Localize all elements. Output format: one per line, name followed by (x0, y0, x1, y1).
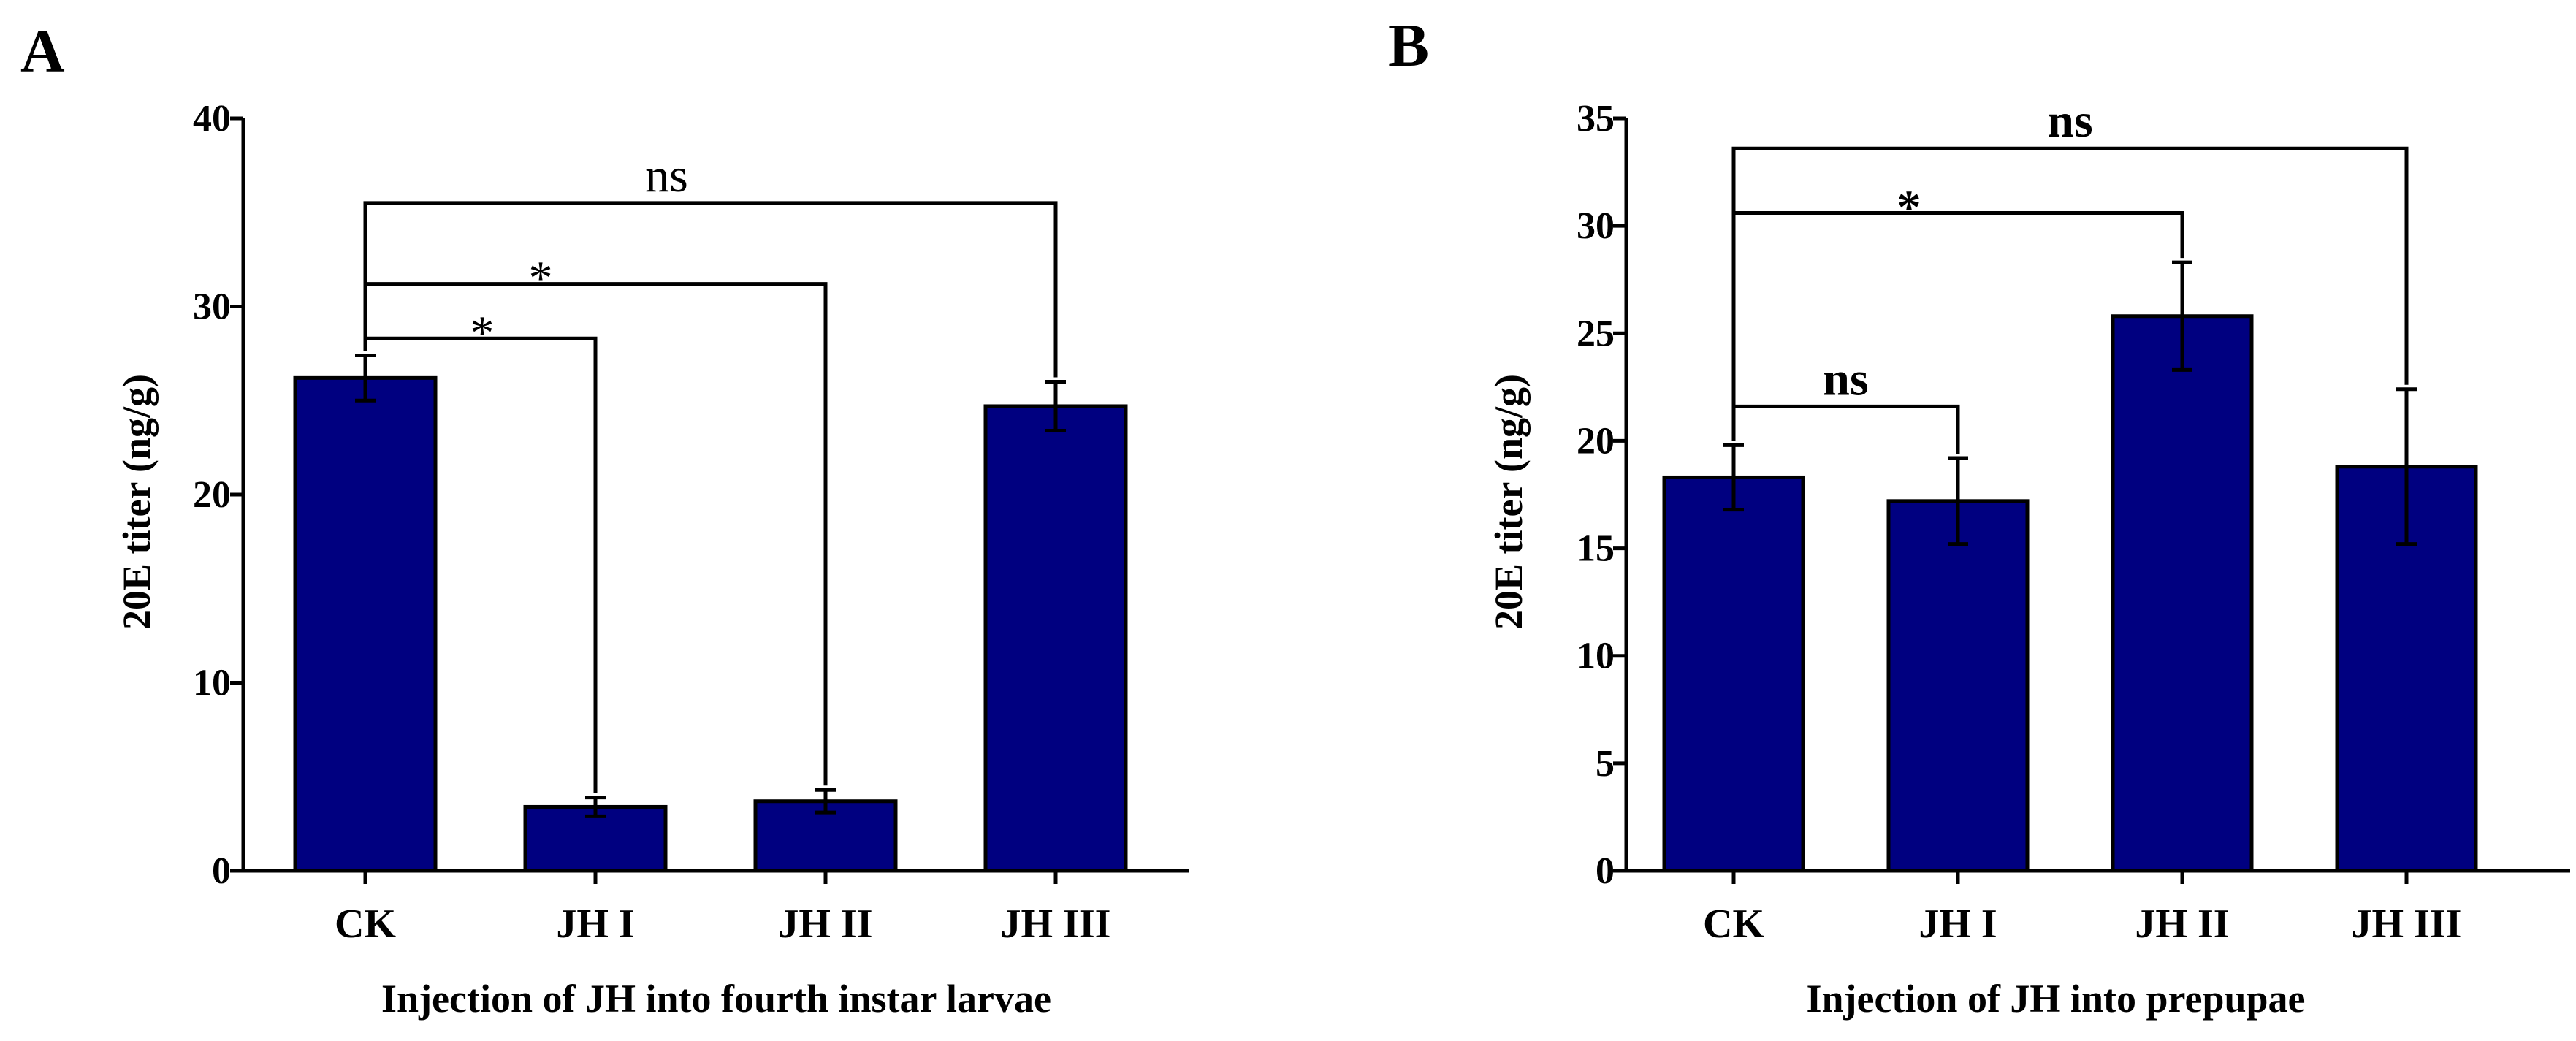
panel-b-y-tick-label: 25 (1577, 313, 1615, 354)
panel-b-significance-label: * (1897, 180, 1921, 234)
panel-b-y-tick-label: 30 (1577, 205, 1615, 247)
panel-b-bar-jh-ii (2111, 314, 2254, 873)
panel-b-y-tick-label: 5 (1596, 743, 1615, 785)
panel-a-significance-label: ns (645, 149, 688, 202)
panel-b-error-bar-jh-i (1948, 456, 1968, 546)
panel-a-bar-ck (293, 375, 438, 873)
panel-b-category-label: JH I (1918, 901, 1997, 947)
panel-a-significance-label: * (529, 252, 553, 305)
panel-b-significance-bracket (1731, 146, 2409, 441)
panel-a-category-label: JH I (556, 901, 634, 947)
panel-b-y-tick-label: 10 (1577, 636, 1615, 677)
panel-b-letter: B (1388, 12, 1429, 80)
panel-b-category-label: JH II (2135, 901, 2229, 947)
panel-b-significance-label: ns (2047, 94, 2092, 148)
panel-a-error-bar-ck (355, 353, 376, 403)
panel-b-y-tick-label: 35 (1577, 98, 1615, 140)
panel-a-y-tick-label: 40 (193, 98, 231, 140)
panel-b-bar-jh-i (1886, 499, 2030, 873)
panel-b-error-bar-jh-iii (2396, 387, 2417, 546)
panel-b-category-label: CK (1703, 901, 1764, 947)
panel-a-y-tick-label: 20 (193, 474, 231, 516)
panel-a: A 0 10 20 30 40 CK JH I JH II JH III Injection of… (20, 18, 1189, 1021)
panel-a-significance-label: * (470, 306, 495, 359)
panel-b-significance-label: ns (1823, 352, 1868, 405)
panel-b-error-bar-jh-ii (2172, 260, 2192, 372)
panel-a-error-bar-jh-iii (1045, 380, 1066, 432)
panel-b-significance-bracket (1731, 404, 1960, 454)
panel-b-error-bar-ck (1723, 443, 1744, 512)
panel-a-letter: A (20, 18, 65, 85)
panel-a-category-label: CK (335, 901, 396, 947)
panel-b-y-axis-title: 20E titer (ng/g) (1487, 374, 1531, 630)
panel-a-x-axis-title: Injection of JH into fourth instar larva… (381, 977, 1051, 1021)
panel-b-y-tick-label: 20 (1577, 420, 1615, 462)
panel-a-y-axis-title: 20E titer (ng/g) (115, 374, 159, 630)
panel-a-error-bar-jh-ii (815, 788, 836, 815)
panel-b-x-axis-title: Injection of JH into prepupae (1806, 977, 2305, 1021)
panel-a-y-tick-label: 10 (193, 663, 231, 704)
panel-b-bar-ck (1662, 475, 1805, 873)
panel-a-y-tick-label: 0 (212, 850, 231, 892)
panel-a-error-bar-jh-i (585, 796, 606, 818)
panel-b-y-tick-label: 15 (1577, 528, 1615, 570)
panel-b-y-tick-label: 0 (1596, 850, 1615, 892)
panel-a-significance-bracket (363, 201, 1058, 378)
panel-a-category-label: JH II (778, 901, 872, 947)
panel-a-category-label: JH III (1001, 901, 1111, 947)
panel-b: B 0 5 10 15 20 25 30 35 CK JH I JH II JH III Injecti… (1388, 12, 2570, 1021)
panel-a-bar-jh-iii (983, 404, 1128, 873)
panel-b-category-label: JH III (2352, 901, 2462, 947)
panel-a-y-tick-label: 30 (193, 286, 231, 328)
